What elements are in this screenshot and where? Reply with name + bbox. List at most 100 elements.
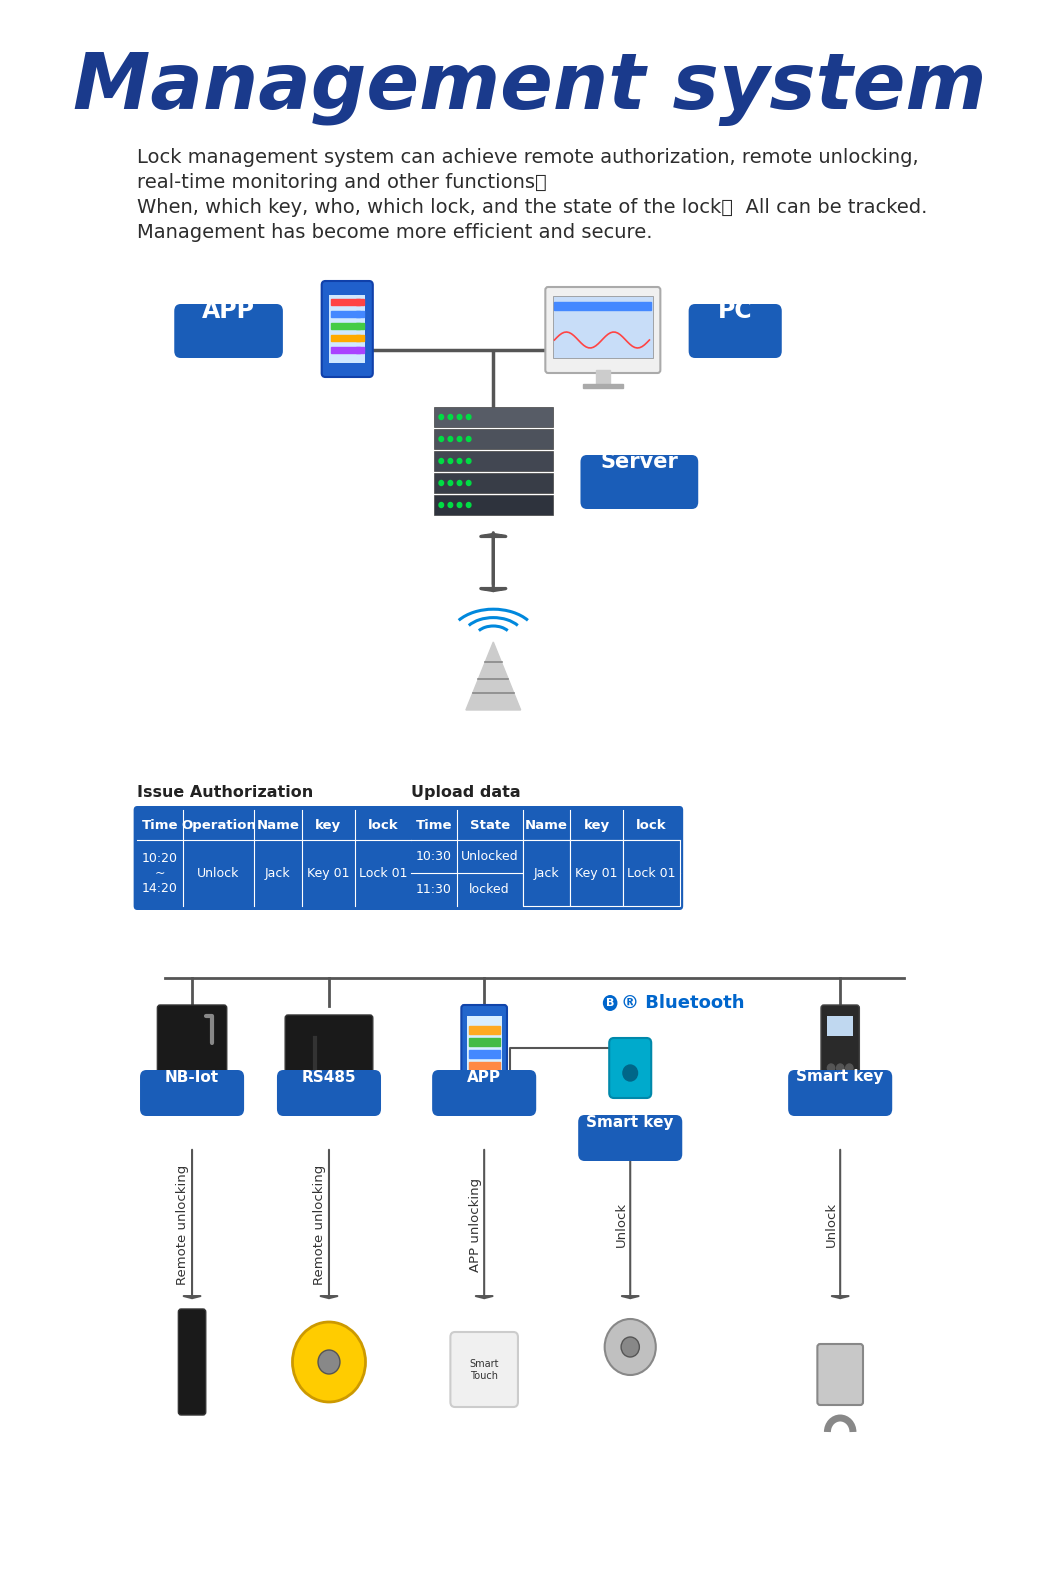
FancyBboxPatch shape <box>434 407 552 428</box>
Circle shape <box>621 1337 639 1357</box>
Circle shape <box>457 502 462 508</box>
Text: 10:30: 10:30 <box>416 851 452 863</box>
FancyBboxPatch shape <box>434 429 552 450</box>
FancyBboxPatch shape <box>545 287 660 372</box>
Polygon shape <box>466 642 520 710</box>
Text: key: key <box>315 819 341 832</box>
FancyBboxPatch shape <box>689 305 782 358</box>
FancyBboxPatch shape <box>140 1070 244 1116</box>
Circle shape <box>448 502 453 508</box>
FancyBboxPatch shape <box>570 839 623 906</box>
Circle shape <box>439 480 443 486</box>
Bar <box>469 1038 499 1046</box>
FancyBboxPatch shape <box>434 495 552 514</box>
Circle shape <box>457 437 462 442</box>
Text: Name: Name <box>525 819 568 832</box>
Circle shape <box>318 1351 340 1374</box>
FancyBboxPatch shape <box>822 1005 860 1083</box>
Text: Management system: Management system <box>73 50 987 126</box>
Bar <box>356 323 364 328</box>
Circle shape <box>466 502 471 508</box>
FancyBboxPatch shape <box>523 839 570 906</box>
Circle shape <box>448 480 453 486</box>
Text: Upload data: Upload data <box>411 784 520 800</box>
Circle shape <box>466 437 471 442</box>
FancyBboxPatch shape <box>552 297 653 358</box>
FancyBboxPatch shape <box>610 1038 651 1098</box>
Text: lock: lock <box>636 819 667 832</box>
Text: Lock 01: Lock 01 <box>626 866 675 879</box>
Text: Unlock: Unlock <box>197 866 240 879</box>
Text: Name: Name <box>257 819 299 832</box>
Circle shape <box>623 1065 637 1081</box>
Bar <box>331 347 360 353</box>
FancyBboxPatch shape <box>578 1116 683 1161</box>
Text: APP: APP <box>202 298 255 323</box>
Text: key: key <box>583 819 609 832</box>
Bar <box>554 301 651 309</box>
Circle shape <box>457 480 462 486</box>
Circle shape <box>439 459 443 464</box>
Text: Lock management system can achieve remote authorization, remote unlocking,: Lock management system can achieve remot… <box>138 148 919 167</box>
Circle shape <box>448 459 453 464</box>
Circle shape <box>828 1064 834 1071</box>
Text: 11:30: 11:30 <box>416 884 452 896</box>
Text: Time: Time <box>142 819 178 832</box>
Text: Smart key: Smart key <box>586 1114 674 1130</box>
Text: B: B <box>606 997 615 1008</box>
Text: Time: Time <box>416 819 453 832</box>
Text: RS485: RS485 <box>302 1070 356 1084</box>
Text: Operation: Operation <box>181 819 255 832</box>
Circle shape <box>603 996 617 1011</box>
FancyBboxPatch shape <box>134 806 414 911</box>
Bar <box>356 335 364 341</box>
Text: APP: APP <box>467 1070 501 1084</box>
Bar <box>356 347 364 353</box>
Text: Jack: Jack <box>265 866 290 879</box>
Text: Remote unlocking: Remote unlocking <box>176 1165 190 1284</box>
FancyBboxPatch shape <box>450 1332 518 1408</box>
Text: Unlock: Unlock <box>825 1202 837 1247</box>
Text: Key 01: Key 01 <box>576 866 618 879</box>
FancyBboxPatch shape <box>321 281 373 377</box>
Bar <box>356 311 364 317</box>
FancyBboxPatch shape <box>178 1310 206 1415</box>
Circle shape <box>466 480 471 486</box>
FancyBboxPatch shape <box>277 1070 381 1116</box>
Circle shape <box>293 1322 366 1401</box>
Bar <box>331 323 360 328</box>
FancyBboxPatch shape <box>157 1005 227 1083</box>
FancyBboxPatch shape <box>407 806 684 911</box>
FancyBboxPatch shape <box>789 1070 893 1116</box>
Bar <box>331 311 360 317</box>
Text: Server: Server <box>600 451 678 472</box>
Circle shape <box>448 415 453 420</box>
Text: Smart
Touch: Smart Touch <box>470 1359 499 1381</box>
Circle shape <box>836 1064 844 1071</box>
Circle shape <box>457 459 462 464</box>
FancyBboxPatch shape <box>828 1016 853 1037</box>
FancyBboxPatch shape <box>434 451 552 470</box>
Text: State: State <box>470 819 510 832</box>
Text: When, which key, who, which lock, and the state of the lock，  All can be tracked: When, which key, who, which lock, and th… <box>138 197 928 218</box>
Bar <box>331 298 360 305</box>
FancyBboxPatch shape <box>466 1016 501 1071</box>
Text: Management has become more efficient and secure.: Management has become more efficient and… <box>138 222 653 241</box>
FancyBboxPatch shape <box>174 305 283 358</box>
Bar <box>583 383 623 388</box>
Text: locked: locked <box>470 884 510 896</box>
Text: NB-Iot: NB-Iot <box>165 1070 219 1084</box>
Text: Smart key: Smart key <box>796 1070 884 1084</box>
FancyBboxPatch shape <box>434 473 552 492</box>
FancyBboxPatch shape <box>285 1015 373 1073</box>
Text: 10:20
~
14:20: 10:20 ~ 14:20 <box>142 852 178 895</box>
Circle shape <box>604 1319 656 1374</box>
Circle shape <box>439 437 443 442</box>
Circle shape <box>457 415 462 420</box>
Bar <box>469 1049 499 1057</box>
Text: Issue Authorization: Issue Authorization <box>138 784 314 800</box>
Text: real-time monitoring and other functions。: real-time monitoring and other functions… <box>138 174 547 193</box>
Text: Remote unlocking: Remote unlocking <box>314 1165 326 1284</box>
Text: Unlocked: Unlocked <box>461 851 518 863</box>
FancyBboxPatch shape <box>461 1005 507 1083</box>
